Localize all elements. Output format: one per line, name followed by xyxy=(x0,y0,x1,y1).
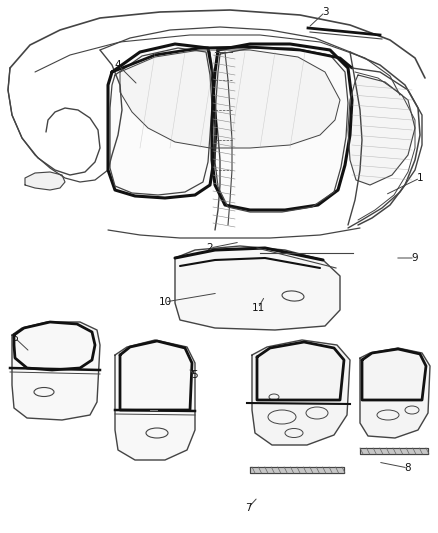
Polygon shape xyxy=(348,75,415,185)
Text: 9: 9 xyxy=(412,253,418,263)
Polygon shape xyxy=(12,322,100,420)
Polygon shape xyxy=(25,172,65,190)
Text: 6: 6 xyxy=(12,333,18,343)
Text: 5: 5 xyxy=(192,370,198,380)
Text: 11: 11 xyxy=(251,303,265,313)
Polygon shape xyxy=(360,348,430,438)
Text: 7: 7 xyxy=(245,503,251,513)
Text: 10: 10 xyxy=(159,297,172,307)
Polygon shape xyxy=(175,246,340,330)
Text: 1: 1 xyxy=(417,173,423,183)
Text: 8: 8 xyxy=(405,463,411,473)
Polygon shape xyxy=(250,467,344,473)
Text: 2: 2 xyxy=(207,243,213,253)
Text: 3: 3 xyxy=(321,7,328,17)
Polygon shape xyxy=(360,448,428,454)
Polygon shape xyxy=(120,50,340,148)
Text: 4: 4 xyxy=(115,60,121,70)
Polygon shape xyxy=(252,340,350,445)
Polygon shape xyxy=(115,340,195,460)
Polygon shape xyxy=(212,44,352,210)
Polygon shape xyxy=(108,44,216,198)
